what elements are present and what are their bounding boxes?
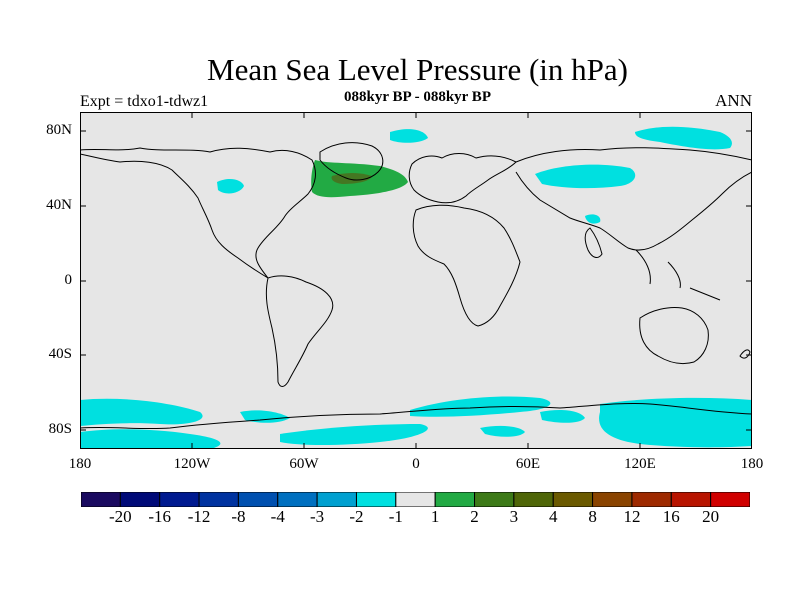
colorbar-tick-label: -1 bbox=[388, 507, 403, 526]
experiment-label: Expt = tdxo1-tdwz1 bbox=[80, 93, 209, 110]
colorbar-swatch bbox=[277, 492, 318, 507]
colorbar-tick-label: 16 bbox=[662, 507, 680, 526]
chart-subtitle: 088kyr BP - 088kyr BP bbox=[344, 89, 491, 105]
north-america-coast bbox=[80, 147, 316, 279]
australia-coast bbox=[639, 307, 709, 365]
greenland-coast bbox=[319, 142, 384, 181]
map-background bbox=[80, 112, 752, 449]
colorbar-swatch bbox=[81, 492, 121, 507]
colorbar-swatch bbox=[237, 492, 279, 507]
colorbar-swatch bbox=[316, 492, 357, 507]
colorbar-tick-label: 1 bbox=[430, 507, 440, 526]
southeast-asia-coast bbox=[635, 249, 721, 301]
colorbar-tick-label: -20 bbox=[109, 507, 132, 526]
colorbar-tick-label: 3 bbox=[509, 507, 519, 526]
colorbar-swatch bbox=[631, 492, 672, 507]
coastlines bbox=[80, 142, 752, 430]
europe-coast bbox=[408, 153, 517, 204]
colorbar-swatch bbox=[159, 492, 200, 507]
lon-tick-label: 60W bbox=[289, 456, 319, 472]
colorbar-tick-label: -2 bbox=[349, 507, 364, 526]
india-coast bbox=[584, 227, 603, 258]
colorbar-tick-label: 4 bbox=[548, 507, 558, 526]
lon-tick-label: 120W bbox=[173, 456, 211, 472]
map-tick-marks bbox=[80, 112, 752, 449]
colorbar-tick-label: -12 bbox=[187, 507, 211, 526]
africa-coast bbox=[412, 204, 521, 327]
colorbar-tick-label: -16 bbox=[148, 507, 172, 526]
colorbar-swatch bbox=[670, 492, 712, 507]
colorbar-swatch bbox=[434, 492, 476, 507]
antarctica-coast bbox=[80, 402, 752, 430]
colorbar-tick-label: 20 bbox=[702, 507, 720, 526]
colorbar-swatch bbox=[513, 492, 554, 507]
colorbar-tick-label: -4 bbox=[270, 507, 285, 526]
lat-tick-label: 0 bbox=[64, 272, 73, 288]
lon-tick-label: 60E bbox=[515, 456, 541, 472]
new-zealand-coast bbox=[739, 349, 751, 359]
colorbar bbox=[81, 492, 750, 507]
asia-coast bbox=[515, 147, 752, 251]
season-label: ANN bbox=[715, 91, 752, 110]
colorbar-swatch bbox=[592, 492, 633, 507]
lon-tick-label: 0 bbox=[412, 456, 420, 472]
colorbar-tick-label: -8 bbox=[231, 507, 246, 526]
colorbar-swatch bbox=[119, 492, 161, 507]
map-panel bbox=[80, 112, 752, 449]
colorbar-swatch bbox=[552, 492, 594, 507]
lat-tick-label: 40S bbox=[48, 346, 72, 362]
colorbar-swatch bbox=[474, 492, 515, 507]
colorbar-tick-label: 8 bbox=[588, 507, 597, 526]
lon-tick-label: 180 bbox=[68, 456, 92, 472]
negative-anomaly-regions bbox=[80, 126, 752, 449]
south-america-coast bbox=[265, 275, 334, 387]
colorbar-tick-label: 2 bbox=[470, 507, 479, 526]
lon-tick-label: 120E bbox=[624, 456, 656, 472]
colorbar-swatch bbox=[355, 492, 397, 507]
chart-title: Mean Sea Level Pressure (in hPa) bbox=[207, 52, 628, 87]
colorbar-tick-label: 12 bbox=[623, 507, 641, 526]
colorbar-tick-label: -3 bbox=[310, 507, 325, 526]
colorbar-swatch bbox=[395, 492, 436, 507]
lat-tick-label: 80N bbox=[46, 122, 72, 138]
colorbar-swatch bbox=[198, 492, 239, 507]
colorbar-swatch bbox=[710, 492, 750, 507]
lat-tick-label: 40N bbox=[46, 197, 72, 213]
lat-tick-label: 80S bbox=[48, 421, 72, 437]
lon-tick-label: 180 bbox=[740, 456, 764, 472]
